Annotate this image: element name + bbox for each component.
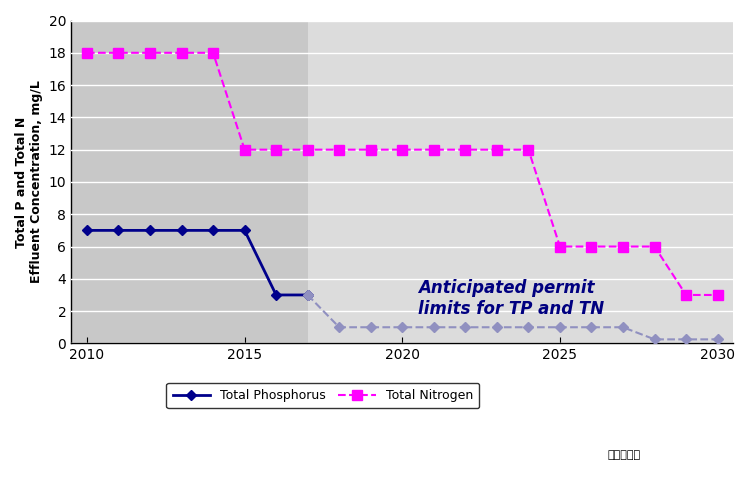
Legend: Total Phosphorus, Total Nitrogen: Total Phosphorus, Total Nitrogen xyxy=(166,383,479,408)
Text: Anticipated permit
limits for TP and TN: Anticipated permit limits for TP and TN xyxy=(418,279,604,318)
Bar xyxy=(308,21,749,343)
Y-axis label: Total P and Total N
Effluent Concentration, mg/L: Total P and Total N Effluent Concentrati… xyxy=(15,80,43,283)
Text: 创新实验室: 创新实验室 xyxy=(608,451,641,460)
